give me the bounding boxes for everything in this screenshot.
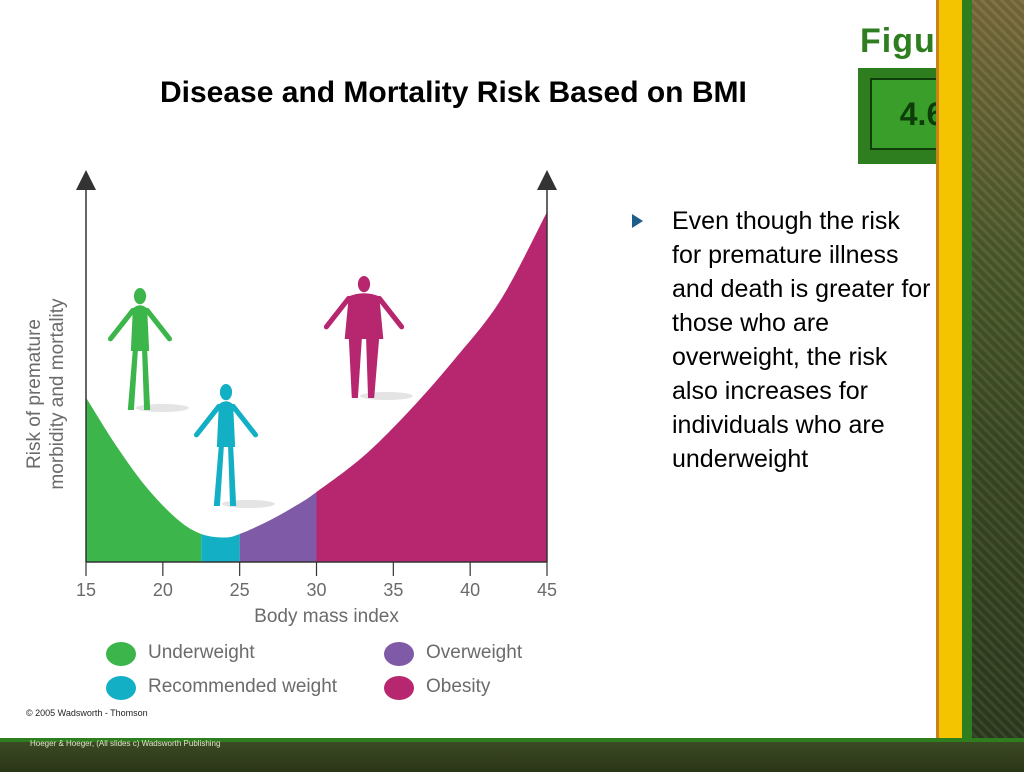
bullet-text: Even though the risk for premature illne… <box>672 207 931 473</box>
x-ticks: 15 20 25 30 35 40 45 <box>76 562 557 600</box>
recommended-figure-icon <box>193 384 275 509</box>
torso <box>216 401 236 448</box>
head <box>357 276 371 293</box>
right-arm <box>376 295 405 330</box>
torso <box>344 293 384 340</box>
shadow <box>221 499 275 509</box>
x-tick-label: 45 <box>537 580 557 600</box>
torso <box>130 305 150 352</box>
right-leg <box>228 445 237 506</box>
y-axis-label-line: morbidity and mortality <box>47 298 68 490</box>
legend-label: Recommended weight <box>148 676 338 697</box>
bottom-banner <box>0 738 1024 772</box>
head <box>133 288 147 305</box>
risk-zones <box>86 212 547 562</box>
right-arm <box>230 403 259 438</box>
x-tick-label: 15 <box>76 580 96 600</box>
head <box>219 384 233 401</box>
left-leg <box>127 349 138 410</box>
footer-credit: Hoeger & Hoeger, (All slides c) Wadswort… <box>30 739 221 748</box>
legend-swatch <box>384 676 414 700</box>
legend-swatch <box>106 676 136 700</box>
slide-title: Disease and Mortality Risk Based on BMI <box>160 76 747 109</box>
left-leg <box>213 445 224 506</box>
legend-label: Overweight <box>426 642 523 663</box>
copyright-notice: © 2005 Wadsworth - Thomson <box>26 708 148 718</box>
shadow <box>359 391 413 401</box>
right-arm <box>144 307 173 342</box>
legend-label: Underweight <box>148 642 255 663</box>
shadow <box>135 403 189 413</box>
y-axis-label-line: Risk of premature <box>24 319 45 469</box>
x-tick-label: 20 <box>153 580 173 600</box>
right-leg <box>142 349 151 410</box>
body-silhouettes <box>107 276 413 509</box>
bullet-arrow-icon <box>632 214 643 228</box>
legend-swatch <box>384 642 414 666</box>
x-tick-label: 40 <box>460 580 480 600</box>
left-leg <box>348 337 362 398</box>
left-arm <box>193 403 222 438</box>
y-axis-label: Risk of premature morbidity and mortality <box>24 298 68 490</box>
left-arm <box>107 307 136 342</box>
decorative-photo-strip <box>972 0 1024 745</box>
decorative-yellow-strip <box>936 0 963 745</box>
right-leg <box>366 337 380 398</box>
bmi-risk-chart: 15 20 25 30 35 40 45 Body mass index Risk of p… <box>24 170 557 627</box>
underweight-figure-icon <box>107 288 189 413</box>
obesity-figure-icon <box>323 276 413 401</box>
left-arm <box>323 295 352 330</box>
x-tick-label: 25 <box>230 580 250 600</box>
x-axis-label: Body mass index <box>254 606 399 627</box>
decorative-green-strip <box>962 0 972 745</box>
x-tick-label: 35 <box>383 580 403 600</box>
x-tick-label: 30 <box>306 580 326 600</box>
right-axis-arrow-icon <box>537 170 557 190</box>
y-axis-arrow-icon <box>76 170 96 190</box>
legend-swatch <box>106 642 136 666</box>
legend-label: Obesity <box>426 676 491 697</box>
